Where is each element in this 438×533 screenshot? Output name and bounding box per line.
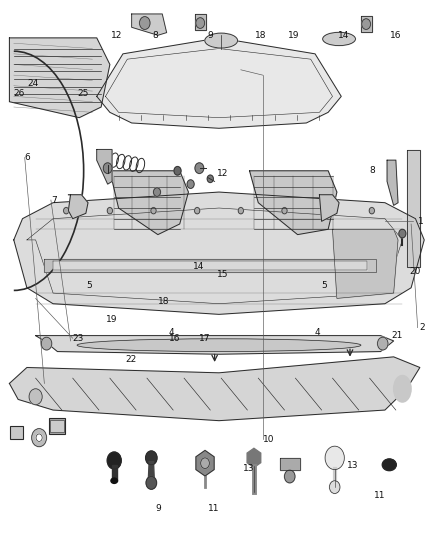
Polygon shape [10,38,110,118]
Circle shape [369,207,374,214]
Circle shape [399,229,406,238]
Polygon shape [195,14,206,30]
Text: 23: 23 [73,334,84,343]
Text: 12: 12 [217,169,228,178]
Ellipse shape [323,33,356,46]
Circle shape [174,166,181,175]
Circle shape [329,481,340,494]
Circle shape [103,163,112,173]
Text: 22: 22 [125,355,136,364]
Circle shape [151,207,156,214]
Text: 5: 5 [321,280,327,289]
Polygon shape [332,229,398,298]
Text: 4: 4 [315,328,321,337]
Text: 19: 19 [287,31,299,40]
Circle shape [107,452,121,469]
Circle shape [187,180,194,188]
Ellipse shape [205,33,237,48]
Text: 6: 6 [25,153,31,162]
Polygon shape [361,15,372,31]
Text: 19: 19 [106,315,117,324]
Text: 12: 12 [111,31,122,40]
FancyBboxPatch shape [50,420,64,432]
Circle shape [146,451,157,465]
Circle shape [64,207,69,214]
Circle shape [285,470,295,483]
Circle shape [107,207,113,214]
Circle shape [32,429,46,447]
Text: 8: 8 [153,31,159,40]
Circle shape [325,446,344,470]
Text: 7: 7 [51,196,57,205]
Text: 15: 15 [217,270,228,279]
Circle shape [201,458,209,469]
Text: 4: 4 [169,328,174,337]
Circle shape [153,188,160,196]
Text: 11: 11 [208,504,219,513]
Polygon shape [10,357,420,421]
Text: 17: 17 [199,334,211,343]
Text: 25: 25 [77,89,88,98]
Text: 16: 16 [390,31,402,40]
Polygon shape [407,150,420,266]
Text: 5: 5 [86,280,92,289]
FancyBboxPatch shape [11,426,23,439]
Text: 26: 26 [14,89,25,98]
Polygon shape [14,192,424,314]
Circle shape [146,477,156,489]
Circle shape [378,337,388,350]
Text: 1: 1 [418,217,424,226]
Text: 16: 16 [169,334,180,343]
Text: 10: 10 [263,435,274,444]
Polygon shape [97,150,112,184]
Circle shape [282,207,287,214]
Text: 18: 18 [158,296,170,305]
Ellipse shape [111,478,117,483]
Circle shape [238,207,244,214]
Polygon shape [68,195,88,219]
Polygon shape [53,261,367,270]
Text: 18: 18 [255,31,266,40]
Text: 24: 24 [27,78,38,87]
Text: 9: 9 [207,31,213,40]
Circle shape [196,18,205,28]
Polygon shape [112,465,117,481]
Circle shape [207,175,213,182]
Ellipse shape [394,375,411,402]
Text: 20: 20 [409,268,420,276]
Text: 13: 13 [243,464,254,473]
Circle shape [194,207,200,214]
Polygon shape [250,171,337,235]
Polygon shape [44,259,376,272]
Ellipse shape [77,339,361,352]
Circle shape [195,163,204,173]
Circle shape [362,19,371,29]
Circle shape [36,434,42,441]
Polygon shape [97,38,341,128]
Polygon shape [35,336,394,354]
FancyBboxPatch shape [49,418,65,434]
Polygon shape [148,462,154,482]
Polygon shape [387,160,398,205]
Polygon shape [319,195,339,221]
Text: 9: 9 [155,504,162,513]
Polygon shape [110,171,188,235]
Polygon shape [132,14,166,35]
Polygon shape [280,458,300,470]
Text: 14: 14 [193,262,204,271]
Text: 11: 11 [374,490,385,499]
Circle shape [41,337,52,350]
Ellipse shape [29,389,42,405]
Text: 8: 8 [370,166,375,175]
Circle shape [140,17,150,29]
Circle shape [325,207,331,214]
Text: 13: 13 [347,462,358,470]
Text: 2: 2 [420,323,425,332]
Text: 14: 14 [338,31,349,40]
Ellipse shape [382,459,396,471]
Text: 21: 21 [392,331,403,340]
